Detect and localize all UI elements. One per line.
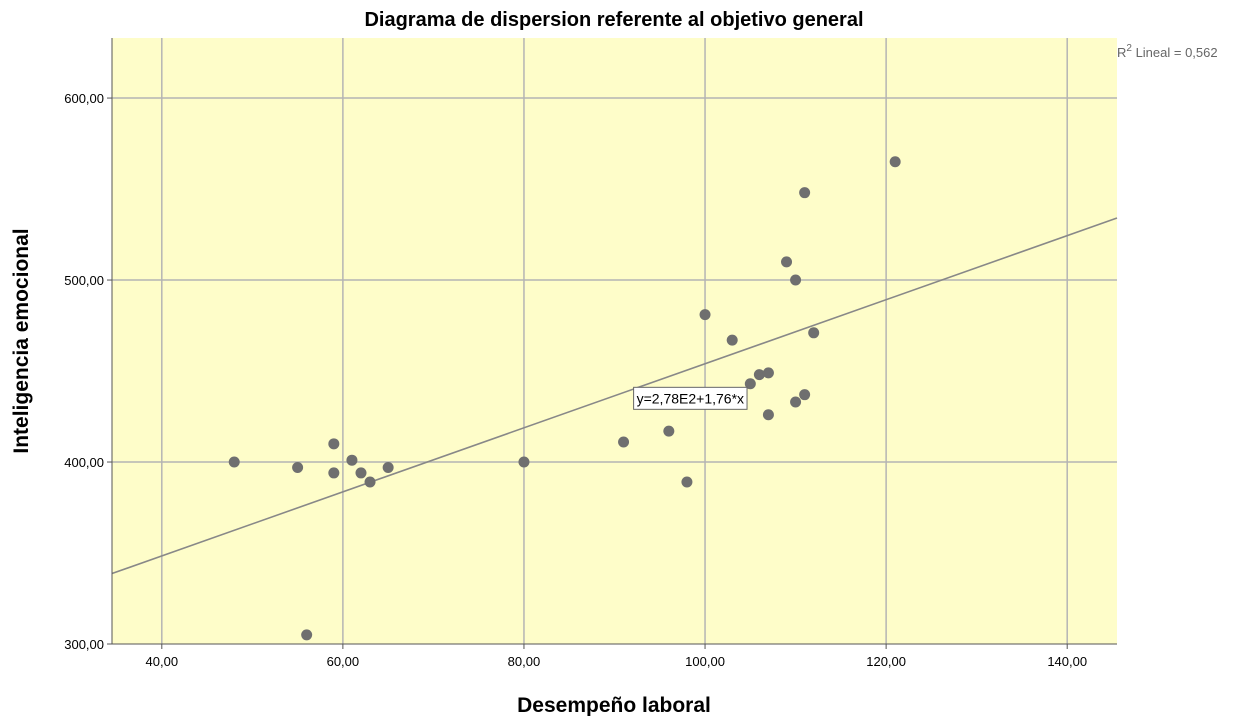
- data-point: [799, 389, 811, 401]
- data-point: [663, 425, 675, 437]
- y-tick-label: 300,00: [64, 637, 104, 652]
- data-point: [744, 378, 756, 390]
- x-tick-label: 120,00: [866, 654, 906, 669]
- data-point: [889, 156, 901, 168]
- y-axis-label: Inteligencia emocional: [10, 228, 33, 453]
- r2-value: Lineal = 0,562: [1132, 45, 1218, 60]
- data-point: [790, 396, 802, 408]
- data-point: [781, 256, 793, 268]
- y-tick-label: 500,00: [64, 273, 104, 288]
- data-point: [355, 467, 367, 479]
- data-point: [518, 456, 530, 468]
- data-point: [618, 436, 630, 448]
- regression-line: [111, 217, 1118, 575]
- data-point: [328, 467, 340, 479]
- data-point: [382, 461, 394, 473]
- fit-equation-label: y=2,78E2+1,76*x: [633, 386, 748, 410]
- data-point: [346, 454, 358, 466]
- grid-lines: [112, 38, 1117, 644]
- r2-superscript: 2: [1126, 43, 1132, 54]
- y-tick-label: 400,00: [64, 455, 104, 470]
- x-tick-label: 100,00: [685, 654, 725, 669]
- data-point: [228, 456, 240, 468]
- tick-labels: 40,00 60,00 80,00 100,00 120,00 140,00 300,00 4…: [64, 91, 1087, 669]
- data-point: [808, 327, 820, 339]
- data-point: [292, 461, 304, 473]
- x-tick-label: 60,00: [327, 654, 360, 669]
- y-tick-label: 600,00: [64, 91, 104, 106]
- axes: [111, 38, 1117, 645]
- data-point: [726, 334, 738, 346]
- x-axis-label: Desempeño laboral: [517, 694, 711, 716]
- x-tick-label: 80,00: [508, 654, 541, 669]
- data-point: [762, 367, 774, 379]
- fit-equation-box: [633, 386, 748, 410]
- chart-title: Diagrama de dispersion referente al obje…: [364, 9, 863, 31]
- data-point: [681, 476, 693, 488]
- fit-equation-text: y=2,78E2+1,76*x: [637, 390, 744, 406]
- r2-prefix: R: [1117, 45, 1126, 60]
- data-point: [364, 476, 376, 488]
- plot-background: [112, 38, 1117, 644]
- x-tick-label: 40,00: [146, 654, 179, 669]
- data-point: [762, 409, 774, 421]
- r2-annotation: R2 Lineal = 0,562: [1117, 43, 1218, 60]
- data-point: [790, 274, 802, 286]
- data-point: [301, 629, 313, 641]
- data-points: [228, 156, 901, 641]
- data-point: [699, 309, 711, 321]
- data-point: [753, 369, 765, 381]
- data-point: [799, 187, 811, 199]
- fit-line-layer: [111, 217, 1118, 575]
- data-point: [328, 438, 340, 450]
- x-tick-label: 140,00: [1047, 654, 1087, 669]
